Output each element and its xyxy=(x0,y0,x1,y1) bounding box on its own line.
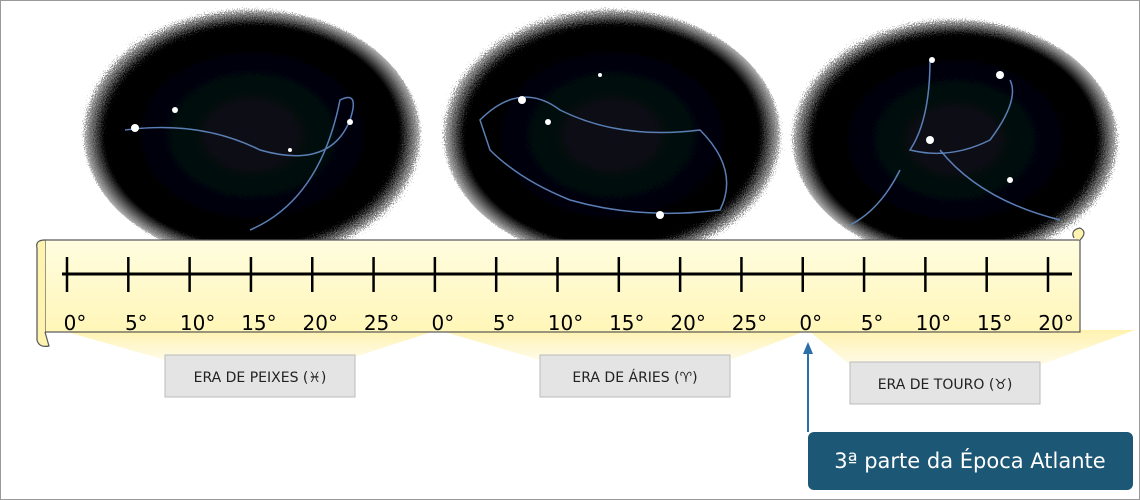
era-label: ERA DE TOURO (♉) xyxy=(878,377,1013,393)
taurus-lines xyxy=(849,59,1061,226)
tick-label: 0° xyxy=(799,311,822,335)
scroll-left-curl xyxy=(36,239,50,347)
tick-label: 20° xyxy=(1038,311,1073,335)
tick-label: 5° xyxy=(125,311,148,335)
tick-label: 20° xyxy=(670,311,705,335)
era-fans xyxy=(60,330,1135,365)
tick-label: 15° xyxy=(609,311,644,335)
tick-label: 0° xyxy=(64,311,87,335)
era-label: ERA DE ÁRIES (♈) xyxy=(572,369,697,386)
callout-text: 3ª parte da Época Atlante xyxy=(834,448,1105,473)
era-box xyxy=(539,354,731,398)
tick-label: 25° xyxy=(732,311,767,335)
scroll-right-curl xyxy=(1072,227,1085,241)
scroll-body xyxy=(44,239,1081,333)
tick-label: 10° xyxy=(548,311,583,335)
taurus-sky xyxy=(793,20,1117,260)
tick-label: 5° xyxy=(493,311,516,335)
callout-arrowhead xyxy=(803,342,813,354)
era-label: ERA DE PEIXES (♓) xyxy=(194,370,327,386)
callout-box xyxy=(808,432,1133,490)
tick-label: 0° xyxy=(432,311,455,335)
era-fan xyxy=(60,330,438,360)
pisces-sky xyxy=(84,10,420,260)
stars xyxy=(131,57,1013,219)
tick-label: 20° xyxy=(303,311,338,335)
era-box xyxy=(849,361,1041,405)
tick-label: 15° xyxy=(241,311,276,335)
scale-ticks: 0° 5° 10° 15° 20° 25° 0° 5° 10° 15° 20° 25° 0° 5° 10° 1… xyxy=(64,257,1074,335)
era-fan xyxy=(808,330,1135,365)
tick-label: 25° xyxy=(364,311,399,335)
era-labels: ERA DE PEIXES (♓) ERA DE ÁRIES (♈) ERA DE … xyxy=(164,354,1041,405)
aries-lines xyxy=(479,96,728,215)
era-box xyxy=(164,354,356,398)
tick-label: 10° xyxy=(180,311,215,335)
tick-label: 10° xyxy=(916,311,951,335)
tick-label: 5° xyxy=(861,311,884,335)
era-fan xyxy=(438,330,808,360)
aries-sky xyxy=(444,10,780,260)
scroll xyxy=(36,227,1085,347)
tick-label: 15° xyxy=(977,311,1012,335)
constellations xyxy=(84,10,1117,260)
